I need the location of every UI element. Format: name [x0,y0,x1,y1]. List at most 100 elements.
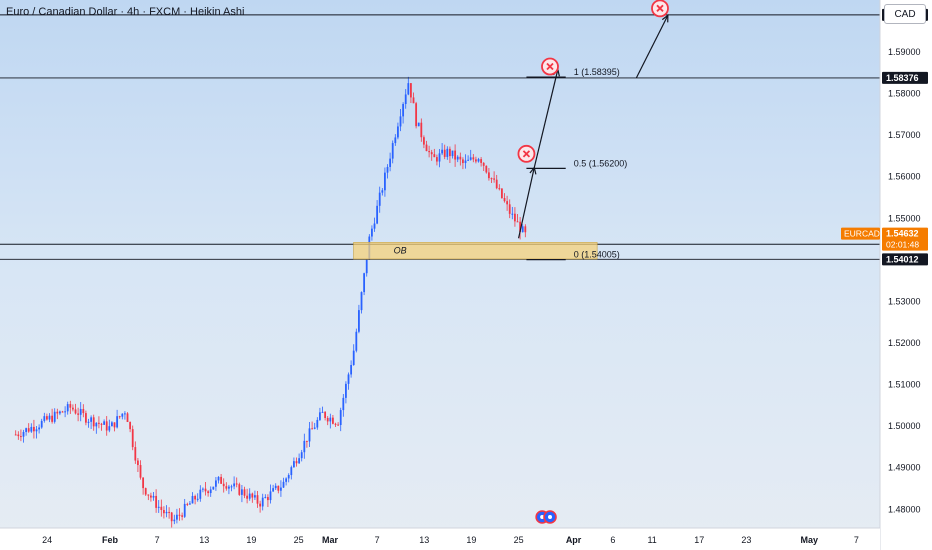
candle-body [14,434,17,436]
candle-body [521,226,524,233]
candle-body [407,83,410,95]
symbol-tag-label: EURCAD [844,229,880,239]
price-axis-background [880,0,932,550]
candle-body [373,223,376,229]
candle-body [311,428,314,430]
candle-body [274,485,277,489]
event-markers-layer[interactable] [535,510,557,524]
candle-body [345,383,347,398]
time-tick-label: 25 [514,535,524,545]
candle-body [446,148,449,157]
price-tick-label: 1.57000 [888,130,921,140]
candle-body [402,104,405,117]
candle-body [183,503,186,517]
price-tick-label: 1.53000 [888,296,921,306]
current-price-tag [882,227,928,251]
candle-body [456,156,459,160]
time-tick-label: 7 [155,535,160,545]
candle-body [40,420,43,428]
time-tick-label: 17 [694,535,704,545]
candle-body [196,498,199,500]
candle-body [178,514,181,516]
candle-body [105,421,108,431]
candle-body [287,475,290,479]
candle-body [282,481,285,488]
candle-body [243,489,246,496]
chart-title: Euro / Canadian Dollar · 4h · FXCM · Hei… [6,6,245,18]
candle-body [256,495,259,504]
candle-body [514,213,516,222]
candle-body [254,495,256,498]
candle-body [347,374,350,384]
time-tick-label: 13 [419,535,429,545]
time-axis-background [0,528,880,550]
candle-body [259,503,262,507]
candle-body [235,483,238,485]
candle-body [220,476,223,484]
candle-body [113,422,116,428]
time-tick-label: Mar [322,535,339,545]
time-tick-label: 24 [42,535,52,545]
price-tick-label: 1.51000 [888,380,921,390]
candle-body [272,488,275,492]
time-tick-label: 13 [199,535,209,545]
time-tick-label: May [801,535,819,545]
candle-body [352,350,355,366]
candle-body [488,172,490,179]
candle-body [386,166,389,173]
candle-body [35,429,38,432]
current-price-label: 1.54632 [886,229,919,239]
candle-body [150,495,152,498]
candle-body [38,427,41,430]
time-axis[interactable]: 24 Feb 7 13 19 25 Mar 7 13 19 25 Apr 6 11 17 23 May 7 [0,527,880,550]
projection-arrow-line [635,15,669,79]
order-block-zone[interactable] [353,242,598,260]
candle-body [363,273,366,293]
candle-body [399,116,402,127]
candle-body [33,426,35,432]
candle-body [443,149,446,157]
fib-level-label: 0 (1.54005) [574,250,620,260]
candle-body [298,458,301,464]
candle-body [191,495,194,504]
candle-body [116,416,119,428]
currency-button[interactable]: CAD [884,4,926,24]
candle-body [280,487,282,491]
candle-body [394,137,397,144]
countdown-label: 02:01:48 [886,240,919,250]
candle-body [391,143,394,159]
candle-body [199,489,202,499]
candle-body [246,495,249,499]
candle-body [43,416,46,421]
projection-arrow-line [533,69,559,168]
candle-body [285,478,288,482]
level-price-tag-label: 1.58376 [886,73,919,83]
candle-body [230,486,233,488]
time-tick-label: 23 [741,535,751,545]
candle-body [103,421,106,425]
candle-body [194,495,197,500]
candle-body [168,511,171,513]
candle-body [264,497,267,499]
candle-body [397,126,399,138]
candle-body [85,413,87,423]
candle-body [209,489,212,494]
candle-body [326,417,329,422]
candle-body [69,404,72,408]
candle-body [524,226,527,233]
candle-body [90,417,93,422]
candle-body [163,509,165,514]
candle-body [121,413,124,417]
candle-body [56,411,59,414]
candle-body [480,159,483,163]
time-tick-label: Apr [566,535,582,545]
candle-body [100,423,103,425]
candle-body [228,486,230,489]
candle-body [308,428,311,442]
candle-body [108,426,111,431]
candle-body [267,497,269,501]
candle-body [477,159,480,162]
candle-body [152,495,155,498]
candle-body [233,483,236,487]
